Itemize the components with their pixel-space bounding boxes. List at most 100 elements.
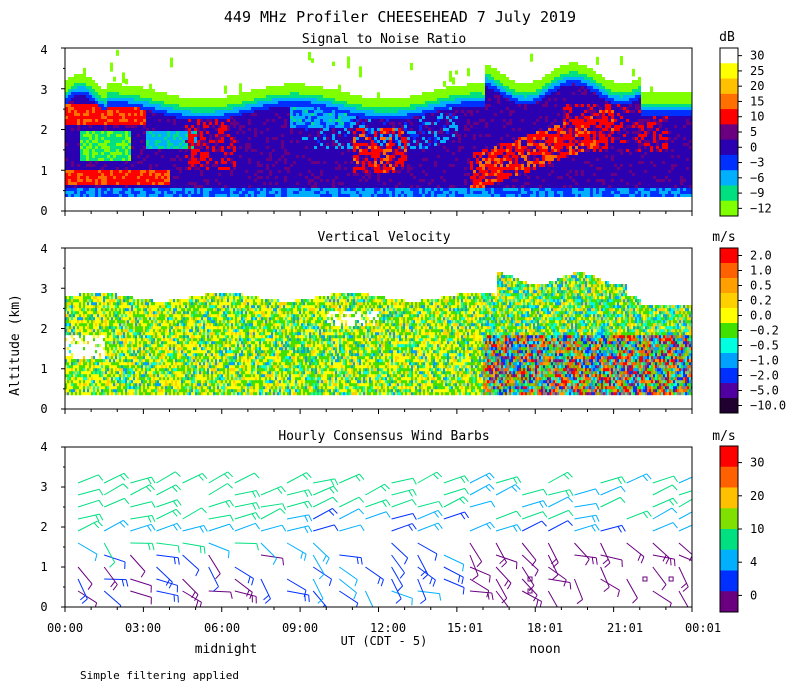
snr-cell [71, 116, 74, 119]
snr-cell [125, 164, 128, 167]
snr-cell [194, 131, 197, 134]
snr-cell [116, 140, 119, 143]
snr-cell [209, 146, 212, 149]
snr-cell [437, 122, 440, 125]
snr-cell [425, 128, 428, 131]
snr-cell [365, 134, 368, 137]
snr-cell [146, 161, 149, 164]
snr-cell [74, 98, 77, 101]
snr-cell [353, 143, 356, 146]
snr-cell [266, 179, 269, 182]
snr-cell [329, 170, 332, 173]
snr-cell [446, 122, 449, 125]
snr-cell [272, 86, 275, 89]
snr-cell [74, 167, 77, 170]
snr-cell [233, 128, 236, 131]
snr-cell [65, 131, 68, 134]
snr-cell [326, 149, 329, 152]
snr-cell [446, 167, 449, 170]
snr-cell [356, 170, 359, 173]
snr-cell [116, 167, 119, 170]
snr-cell [473, 89, 476, 92]
snr-cell [134, 140, 137, 143]
snr-cell [314, 89, 317, 92]
snr-cell [431, 95, 434, 98]
snr-cell [368, 191, 371, 194]
snr-cell [467, 131, 470, 134]
snr-cell [191, 128, 194, 131]
snr-cell [320, 101, 323, 104]
snr-cell [212, 152, 215, 155]
snr-cell [239, 176, 242, 179]
snr-cell [341, 101, 344, 104]
snr-cell [206, 125, 209, 128]
snr-cell [191, 137, 194, 140]
snr-cell [146, 179, 149, 182]
snr-cell [293, 173, 296, 176]
snr-cell [314, 110, 317, 113]
snr-cell [473, 107, 476, 110]
snr-cell [83, 140, 86, 143]
snr-cell [416, 170, 419, 173]
snr-cell [122, 72, 125, 84]
snr-cell [245, 98, 248, 101]
snr-cell [236, 176, 239, 179]
snr-cell [215, 104, 218, 107]
snr-cell [242, 194, 245, 197]
snr-cell [338, 155, 341, 158]
snr-cell [431, 155, 434, 158]
snr-cell [200, 119, 203, 122]
snr-cell [140, 110, 143, 113]
snr-cell [257, 179, 260, 182]
snr-cell [254, 149, 257, 152]
snr-cell [458, 167, 461, 170]
snr-cell [386, 119, 389, 122]
snr-cell [359, 140, 362, 143]
snr-cell [191, 110, 194, 113]
snr-cell [110, 170, 113, 173]
snr-cell [179, 104, 182, 107]
snr-cell [71, 104, 74, 107]
snr-cell [80, 101, 83, 104]
snr-cell [233, 125, 236, 128]
snr-cell [191, 191, 194, 194]
snr-cell [128, 191, 131, 194]
snr-cell [131, 188, 134, 191]
snr-cell [320, 161, 323, 164]
snr-cell [350, 98, 353, 101]
snr-cell [470, 140, 473, 143]
snr-cell [287, 134, 290, 137]
snr-cell [287, 155, 290, 158]
snr-cell [113, 113, 116, 116]
snr-cell [125, 125, 128, 128]
snr-cell [383, 179, 386, 182]
snr-cell [110, 101, 113, 104]
snr-cell [338, 92, 341, 95]
snr-cell [122, 158, 125, 161]
snr-cell [308, 188, 311, 191]
snr-cell [314, 101, 317, 104]
snr-cell [134, 128, 137, 131]
snr-cell [116, 107, 119, 110]
snr-cell [437, 176, 440, 179]
snr-cell [284, 104, 287, 107]
snr-cell [101, 95, 104, 98]
snr-cell [68, 161, 71, 164]
snr-cell [368, 176, 371, 179]
snr-cell [479, 152, 482, 155]
snr-cell [200, 191, 203, 194]
snr-cell [350, 170, 353, 173]
snr-cell [419, 125, 422, 128]
snr-cell [371, 164, 374, 167]
snr-cell [167, 176, 170, 179]
snr-cell [341, 116, 344, 119]
snr-cell [410, 152, 413, 155]
snr-cell [350, 122, 353, 125]
snr-cell [389, 173, 392, 176]
snr-cell [128, 119, 131, 122]
snr-cell [419, 161, 422, 164]
snr-cell [188, 164, 191, 167]
snr-cell [221, 194, 224, 197]
snr-cell [353, 191, 356, 194]
snr-cell [65, 86, 68, 89]
